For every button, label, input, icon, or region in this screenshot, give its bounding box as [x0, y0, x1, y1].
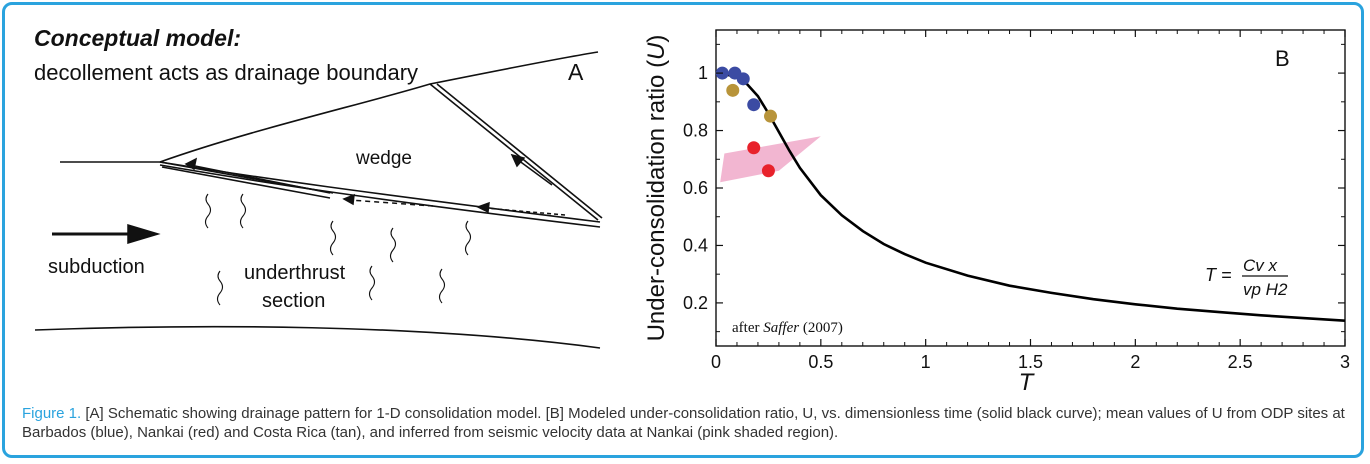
x-tick-label: 2	[1130, 352, 1140, 372]
wedge-label: wedge	[355, 148, 412, 169]
data-point	[761, 164, 775, 178]
y-axis-label-prefix: Under-consolidation ratio (	[643, 60, 670, 341]
data-point	[736, 72, 750, 86]
panel-a: Conceptual model: decollement acts as dr…	[34, 25, 603, 349]
data-point	[747, 98, 761, 112]
y-tick-label: 1	[698, 63, 708, 83]
panel-b-letter: B	[1275, 46, 1290, 71]
model-curve	[715, 71, 1346, 322]
x-axis-label: T	[1019, 369, 1036, 396]
attribution-prefix: after	[732, 320, 763, 336]
figure-caption: Figure 1. [A] Schematic showing drainage…	[22, 404, 1352, 442]
attribution-author: Saffer	[763, 320, 799, 336]
equation-numerator: Cv x	[1243, 256, 1278, 275]
equation-denominator: vp H2	[1243, 280, 1288, 299]
caption-lead: Figure 1.	[22, 405, 82, 422]
svg-text:Under-consolidation ratio (U): Under-consolidation ratio (U)	[643, 35, 670, 342]
fluid-squiggles	[204, 193, 472, 306]
x-tick-label: 0	[711, 352, 721, 372]
x-tick-label: 0.5	[808, 352, 833, 372]
panel-b: B 0 0.5 1 1.5 2 2.5 3 0.2 0.4 0.6 0.8 1 Under-conso…	[643, 29, 1350, 396]
y-tick-label: 0.4	[683, 235, 708, 255]
y-axis-label-suffix: )	[643, 35, 670, 43]
underthrust-label: underthrust	[244, 262, 346, 284]
equation: T = Cv x vp H2	[1205, 256, 1288, 299]
flow-arrows	[52, 153, 566, 245]
y-tick-label: 0.6	[683, 178, 708, 198]
figure-frame	[2, 2, 1364, 458]
x-tick-label: 2.5	[1228, 352, 1253, 372]
subduction-label: subduction	[48, 256, 145, 278]
x-tick-label: 1.5	[1018, 352, 1043, 372]
data-point	[764, 109, 778, 123]
panel-a-subtitle: decollement acts as drainage boundary	[34, 60, 418, 85]
attribution: after Saffer (2007)	[732, 320, 843, 336]
data-point	[726, 83, 740, 97]
y-axis-label-var: U	[643, 42, 670, 60]
data-point	[747, 141, 761, 155]
caption-text: [A] Schematic showing drainage pattern f…	[22, 405, 1345, 441]
seismic-velocity-region	[720, 136, 821, 183]
plot-layer: 0 0.5 1 1.5 2 2.5 3 0.2 0.4 0.6 0.8 1	[683, 30, 1350, 372]
y-axis-label: Under-consolidation ratio (U)	[643, 35, 670, 342]
y-tick-label: 0.2	[683, 293, 708, 313]
panel-a-letter: A	[568, 59, 584, 85]
x-tick-label: 1	[921, 352, 931, 372]
attribution-year: (2007)	[799, 320, 843, 336]
figure-panels: Conceptual model: decollement acts as dr…	[34, 25, 1350, 396]
y-tick-label: 0.8	[683, 121, 708, 141]
x-tick-label: 3	[1340, 352, 1350, 372]
panel-a-title: Conceptual model:	[34, 25, 241, 51]
equation-lhs: T =	[1205, 265, 1232, 285]
section-label: section	[262, 290, 325, 312]
